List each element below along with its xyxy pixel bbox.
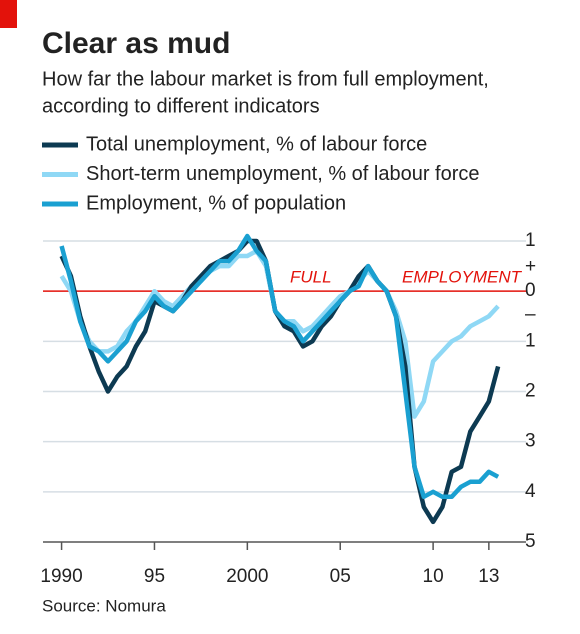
legend-label: Short-term unemployment, % of labour for… [86, 163, 480, 185]
subtitle: according to different indicators [42, 95, 320, 117]
sign-label: – [525, 304, 536, 325]
x-tick-label: 13 [478, 566, 499, 587]
x-tick-label: 95 [144, 566, 165, 587]
x-tick-label: 2000 [226, 566, 268, 587]
subtitle: How far the labour market is from full e… [42, 68, 489, 90]
zero-label: FULL [290, 268, 332, 287]
y-tick-label: 2 [525, 381, 536, 402]
y-tick-label: 0 [525, 280, 536, 301]
chart-title: Clear as mud [42, 27, 230, 60]
sign-label: + [525, 256, 536, 277]
zero-label: EMPLOYMENT [402, 268, 523, 287]
y-tick-label: 1 [525, 330, 536, 351]
legend-label: Total unemployment, % of labour force [86, 133, 427, 155]
y-tick-label: 4 [525, 481, 536, 502]
series-line [59, 233, 500, 500]
y-tick-label: 5 [525, 531, 536, 552]
y-tick-label: 1 [525, 230, 536, 251]
x-tick-label: 1990 [40, 566, 82, 587]
y-tick-label: 3 [525, 431, 536, 452]
x-tick-label: 05 [330, 566, 351, 587]
x-tick-label: 10 [423, 566, 444, 587]
legend-label: Employment, % of population [86, 192, 346, 214]
source: Source: Nomura [42, 596, 166, 615]
red-tab [0, 0, 17, 28]
